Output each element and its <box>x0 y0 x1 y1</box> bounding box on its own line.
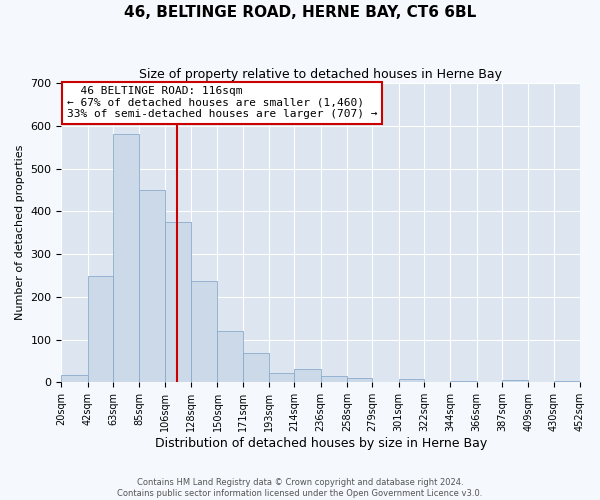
Bar <box>269 373 294 382</box>
Bar <box>502 380 529 382</box>
Bar <box>191 282 217 382</box>
Bar <box>321 376 347 382</box>
Bar <box>451 381 477 382</box>
Text: Contains HM Land Registry data © Crown copyright and database right 2024.
Contai: Contains HM Land Registry data © Crown c… <box>118 478 482 498</box>
Bar <box>113 134 139 382</box>
Text: 46 BELTINGE ROAD: 116sqm  
← 67% of detached houses are smaller (1,460)
33% of s: 46 BELTINGE ROAD: 116sqm ← 67% of detach… <box>67 86 377 119</box>
Bar <box>88 276 113 382</box>
X-axis label: Distribution of detached houses by size in Herne Bay: Distribution of detached houses by size … <box>155 437 487 450</box>
Bar <box>294 369 321 382</box>
Bar <box>164 222 191 382</box>
Title: Size of property relative to detached houses in Herne Bay: Size of property relative to detached ho… <box>139 68 502 80</box>
Bar <box>347 378 373 382</box>
Bar <box>242 354 269 382</box>
Bar <box>61 374 88 382</box>
Text: 46, BELTINGE ROAD, HERNE BAY, CT6 6BL: 46, BELTINGE ROAD, HERNE BAY, CT6 6BL <box>124 5 476 20</box>
Bar <box>399 379 424 382</box>
Bar <box>217 331 242 382</box>
Y-axis label: Number of detached properties: Number of detached properties <box>15 145 25 320</box>
Bar <box>139 190 164 382</box>
